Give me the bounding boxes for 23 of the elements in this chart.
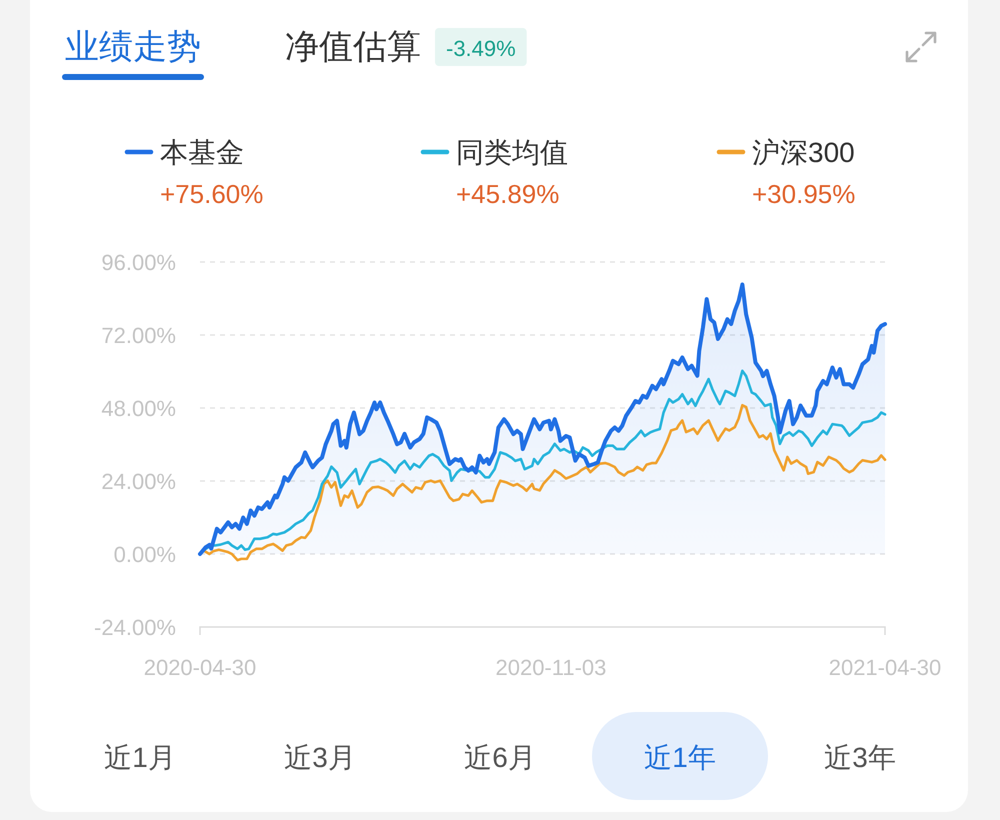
text: +30.95% xyxy=(752,179,856,209)
text: -3.49% xyxy=(446,36,516,61)
text: +75.60% xyxy=(160,179,264,209)
y-tick-label: 0.00% xyxy=(114,542,176,567)
chart-subtitle: 净值估算 xyxy=(285,28,421,66)
text: 近3年 xyxy=(824,742,896,773)
x-tick-label: 2021-04-30 xyxy=(828,655,942,680)
x-tick-label: 2020-04-30 xyxy=(144,655,256,680)
legend-label: 沪深300 xyxy=(752,137,855,168)
legend-label: 同类均值 xyxy=(456,137,568,168)
y-tick-label: 72.00% xyxy=(101,323,176,348)
y-tick-label: 96.00% xyxy=(101,250,176,275)
text: 近3月 xyxy=(284,742,356,773)
text: 近1年 xyxy=(644,742,716,773)
y-tick-label: -24.00% xyxy=(94,615,176,640)
text: 近1月 xyxy=(104,742,176,773)
text: 近6月 xyxy=(464,742,536,773)
legend-label: 本基金 xyxy=(160,137,244,168)
text: +45.89% xyxy=(456,179,560,209)
chart-title: 业绩走势 xyxy=(65,28,201,66)
y-tick-label: 48.00% xyxy=(101,396,176,421)
x-tick-label: 2020-11-03 xyxy=(495,655,606,680)
y-tick-label: 24.00% xyxy=(101,469,176,494)
